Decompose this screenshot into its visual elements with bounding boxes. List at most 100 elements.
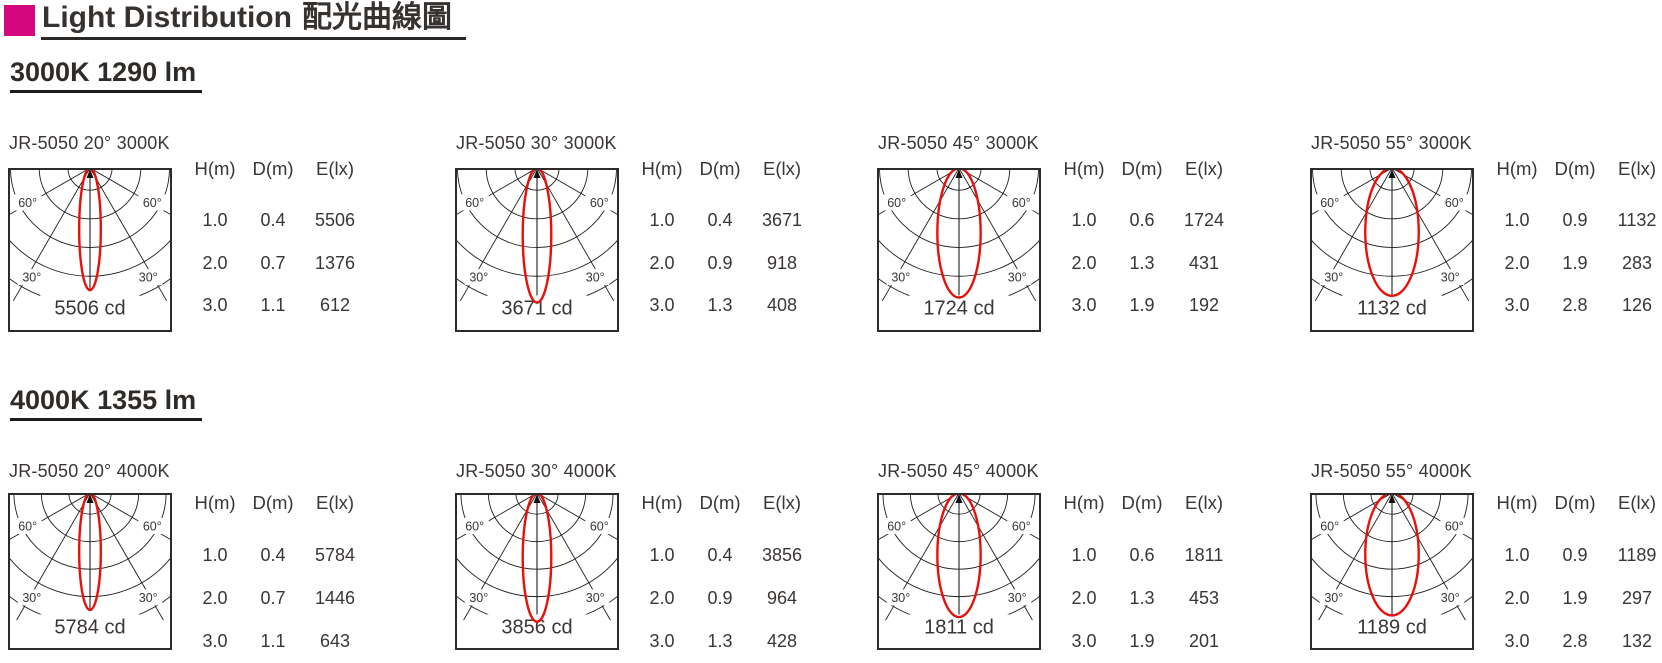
polar-distribution-chart: 60° 60° 30° 30° 5506 cd <box>8 168 172 332</box>
cell-e: 612 <box>319 295 351 315</box>
svg-text:30°: 30° <box>139 591 158 605</box>
col-header-d: D(m) <box>1554 158 1596 179</box>
cell-e: 918 <box>766 253 798 273</box>
section-heading-3000k: 3000K 1290 lm <box>10 58 203 93</box>
cell-h: 3.0 <box>202 295 228 315</box>
cell-d: 0.6 <box>1129 210 1155 230</box>
cell-e: 428 <box>766 631 798 651</box>
photometric-group: JR-5050 45° 4000K 60° 60° 30° 30° 1811 cd H(… <box>877 461 1229 661</box>
col-header-h: H(m) <box>1063 158 1105 179</box>
polar-distribution-chart: 60° 60° 30° 30° 5784 cd <box>8 493 172 650</box>
cell-e: 283 <box>1621 253 1653 273</box>
table-row: 2.0 1.9 297 <box>1486 586 1662 610</box>
col-header-d: D(m) <box>1121 492 1163 513</box>
photometric-group: JR-5050 20° 4000K 60° 60° 30° 30° 5784 cd H(… <box>8 461 360 661</box>
cell-e: 1724 <box>1183 210 1225 230</box>
cell-h: 3.0 <box>649 631 675 651</box>
cell-e: 1811 <box>1184 545 1224 565</box>
polar-distribution-chart: 60° 60° 30° 30° 1132 cd <box>1310 168 1474 332</box>
cell-h: 1.0 <box>649 545 675 565</box>
col-header-h: H(m) <box>1496 158 1538 179</box>
col-header-h: H(m) <box>1063 492 1105 513</box>
table-row: 3.0 1.1 612 <box>184 293 370 317</box>
cell-e: 297 <box>1621 588 1653 608</box>
cell-e: 1132 <box>1617 210 1657 230</box>
chart-title: JR-5050 30° 4000K <box>456 461 617 481</box>
cell-h: 2.0 <box>1071 588 1097 608</box>
cell-e: 643 <box>319 631 351 651</box>
svg-text:60°: 60° <box>887 519 906 533</box>
svg-text:30°: 30° <box>22 271 41 285</box>
table-header-row: H(m) D(m) E(lx) <box>1486 157 1662 181</box>
col-header-e: E(lx) <box>1184 492 1224 513</box>
table-row: 1.0 0.4 3671 <box>631 208 817 232</box>
page-title-zh: 配光曲線圖 <box>301 1 452 34</box>
col-header-h: H(m) <box>641 492 683 513</box>
cell-h: 1.0 <box>1504 545 1530 565</box>
table-header-row: H(m) D(m) E(lx) <box>1486 491 1662 515</box>
cell-e: 201 <box>1188 631 1220 651</box>
photometric-group: JR-5050 30° 3000K 60° 60° 30° 30° 3671 cd H(… <box>455 133 807 333</box>
table-row: 2.0 0.9 964 <box>631 586 817 610</box>
svg-text:60°: 60° <box>1320 519 1339 533</box>
table-row: 2.0 0.7 1446 <box>184 586 370 610</box>
cell-d: 1.3 <box>1129 253 1155 273</box>
polar-distribution-chart: 60° 60° 30° 30° 3671 cd <box>455 168 619 332</box>
chart-title: JR-5050 45° 4000K <box>878 461 1039 481</box>
photometric-group: JR-5050 55° 4000K 60° 60° 30° 30° 1189 cd H(… <box>1310 461 1662 661</box>
cell-e: 1189 <box>1617 545 1657 565</box>
cell-d: 1.9 <box>1562 253 1588 273</box>
cell-d: 1.3 <box>707 631 733 651</box>
svg-text:60°: 60° <box>1012 196 1031 210</box>
svg-text:60°: 60° <box>590 519 609 533</box>
table-row: 1.0 0.4 3856 <box>631 543 817 567</box>
peak-candela-label: 3671 cd <box>501 297 572 319</box>
svg-text:30°: 30° <box>1441 271 1460 285</box>
cell-h: 2.0 <box>1504 588 1530 608</box>
cell-d: 2.8 <box>1562 631 1588 651</box>
col-header-d: D(m) <box>1554 492 1596 513</box>
cell-e: 3671 <box>761 210 803 230</box>
col-header-e: E(lx) <box>762 158 802 179</box>
cell-h: 2.0 <box>202 253 228 273</box>
table-row: 1.0 0.6 1724 <box>1053 208 1239 232</box>
peak-candela-label: 1189 cd <box>1357 616 1427 638</box>
cell-d: 0.4 <box>260 210 286 230</box>
peak-candela-label: 5506 cd <box>54 297 125 319</box>
table-header-row: H(m) D(m) E(lx) <box>184 157 370 181</box>
col-header-d: D(m) <box>1121 158 1163 179</box>
table-header-row: H(m) D(m) E(lx) <box>1053 157 1239 181</box>
cell-d: 1.3 <box>1129 588 1155 608</box>
chart-row-3000k: JR-5050 20° 3000K 60° 60° 30° 30° 5506 cd H(… <box>0 133 1662 348</box>
cell-d: 1.3 <box>707 295 733 315</box>
table-row: 3.0 1.9 192 <box>1053 293 1239 317</box>
svg-text:30°: 30° <box>1441 591 1460 605</box>
cell-d: 0.4 <box>260 545 286 565</box>
table-header-row: H(m) D(m) E(lx) <box>184 491 370 515</box>
cell-d: 0.7 <box>260 253 286 273</box>
table-row: 1.0 0.9 1132 <box>1486 208 1662 232</box>
section-heading-4000k: 4000K 1355 lm <box>10 386 203 421</box>
cell-h: 1.0 <box>202 210 228 230</box>
svg-text:30°: 30° <box>1324 591 1343 605</box>
svg-text:60°: 60° <box>887 196 906 210</box>
table-row: 1.0 0.4 5506 <box>184 208 370 232</box>
col-header-d: D(m) <box>252 158 294 179</box>
photometric-group: JR-5050 30° 4000K 60° 60° 30° 30° 3856 cd H(… <box>455 461 807 661</box>
table-row: 2.0 0.7 1376 <box>184 251 370 275</box>
cell-e: 132 <box>1621 631 1653 651</box>
svg-text:30°: 30° <box>469 271 488 285</box>
cell-h: 1.0 <box>202 545 228 565</box>
svg-text:30°: 30° <box>22 591 41 605</box>
svg-text:30°: 30° <box>1008 591 1027 605</box>
table-row: 2.0 0.9 918 <box>631 251 817 275</box>
cell-d: 1.1 <box>260 295 286 315</box>
svg-text:30°: 30° <box>469 591 488 605</box>
page-title: Light Distribution 配光曲線圖 <box>41 2 466 40</box>
col-header-e: E(lx) <box>315 158 355 179</box>
table-header-row: H(m) D(m) E(lx) <box>1053 491 1239 515</box>
chart-title: JR-5050 55° 4000K <box>1311 461 1472 481</box>
photometric-group: JR-5050 45° 3000K 60° 60° 30° 30° 1724 cd H(… <box>877 133 1229 333</box>
cell-e: 964 <box>766 588 798 608</box>
